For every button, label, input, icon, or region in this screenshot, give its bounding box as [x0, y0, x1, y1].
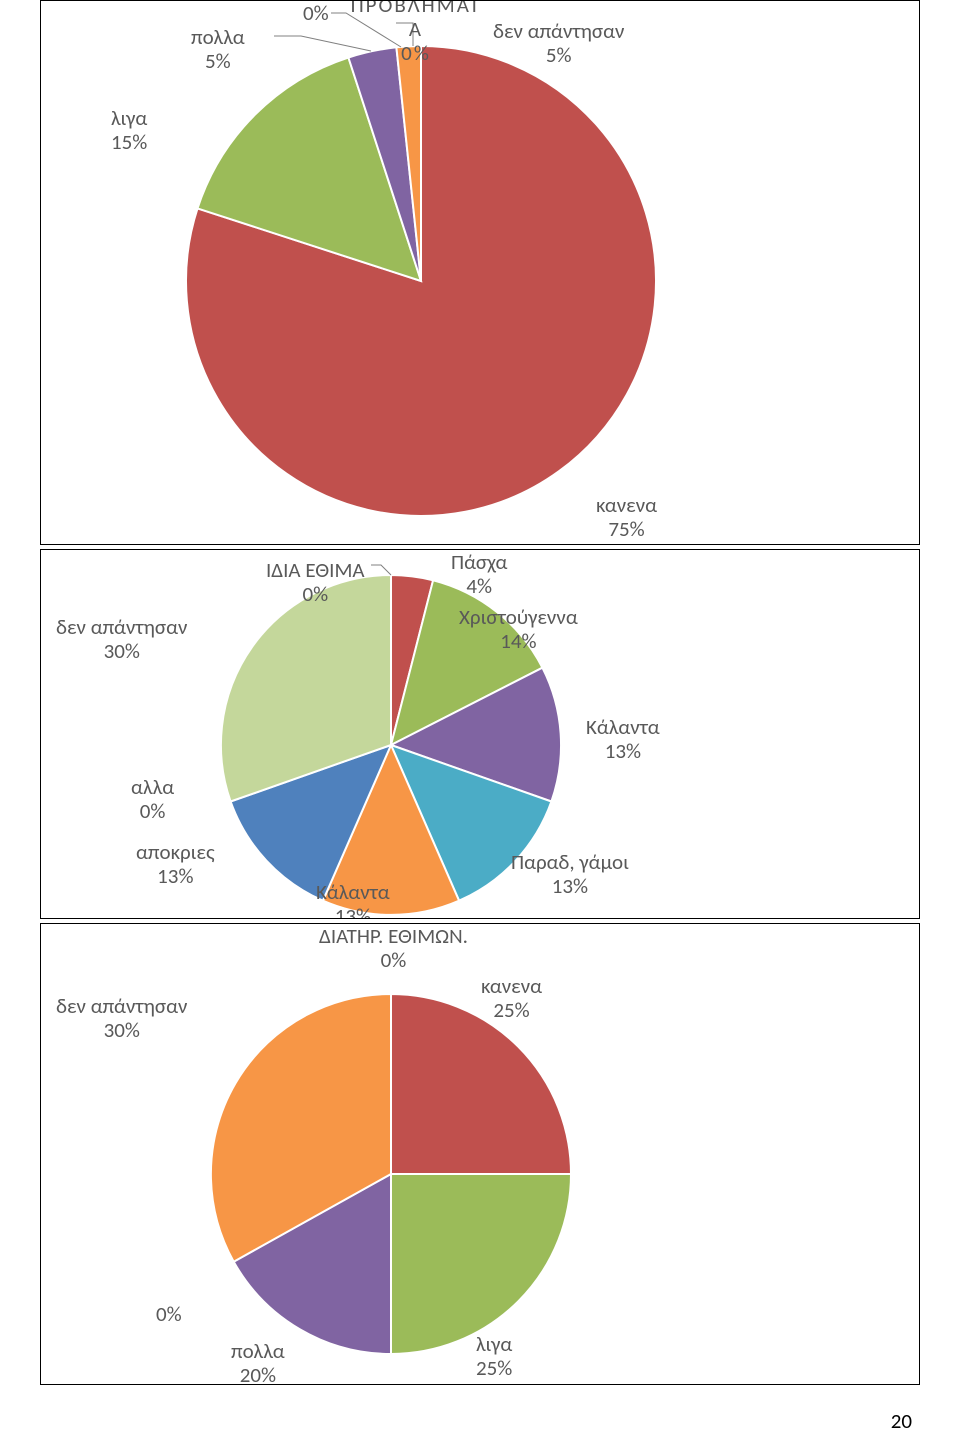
text: πολλα: [231, 1338, 285, 1364]
chart2-label-pasxa: Πάσχα 4%: [451, 550, 507, 598]
text: 0%: [156, 1301, 182, 1327]
chart3-label-zero: 0%: [156, 1302, 182, 1326]
page-number: 20: [891, 1408, 912, 1434]
text: δεν απάντησαν: [56, 993, 187, 1019]
text: αποκριες: [136, 839, 215, 865]
chart2-label-kalanta1: Κάλαντα 13%: [586, 715, 660, 763]
chart1-label-liga: λιγα 15%: [111, 106, 147, 154]
text: δεν απάντησαν: [56, 614, 187, 640]
chart3-label-polla: πολλα 20%: [231, 1339, 285, 1385]
text: 25%: [493, 997, 529, 1023]
text: Χριστούγεννα: [459, 604, 578, 630]
text: 13%: [605, 738, 641, 764]
text: 4%: [466, 573, 492, 599]
chart1-label-kanena: κανενα 75%: [596, 493, 657, 541]
text: 30%: [104, 1017, 140, 1043]
text: ΔΙΑΤΗΡ. ΕΘΙΜΩΝ.: [319, 923, 468, 949]
text: Πάσχα: [451, 549, 507, 575]
chart-3-box: ΔΙΑΤΗΡ. ΕΘΙΜΩΝ. 0% κανενα 25% λιγα 25% π…: [40, 923, 920, 1385]
chart1-label-provlimata: ΠΡΟΒΛΗΜΑΤ Α 0%: [341, 0, 491, 65]
text: Παραδ, γάμοι: [511, 849, 629, 875]
chart3-label-liga: λιγα 25%: [476, 1332, 512, 1380]
text: Κάλαντα: [586, 714, 660, 740]
text: 0%: [381, 947, 407, 973]
text: πολλα: [191, 24, 245, 50]
text: 25%: [476, 1355, 512, 1381]
chart2-label-xristougenna: Χριστούγεννα 14%: [459, 605, 578, 653]
text: κανενα: [596, 492, 657, 518]
chart1-label-zero: 0%: [303, 1, 329, 25]
chart-1-pie: [41, 1, 920, 545]
text: 13%: [552, 873, 588, 899]
text: Κάλαντα: [316, 879, 390, 905]
text: ΙΔΙΑ ΕΘΙΜΑ: [266, 557, 365, 583]
text: λιγα: [476, 1331, 512, 1357]
text: 30%: [104, 638, 140, 664]
text: δεν απάντησαν: [493, 18, 624, 44]
text: 0%: [401, 40, 431, 66]
chart3-label-denap: δεν απάντησαν 30%: [56, 994, 187, 1042]
text: 0%: [303, 0, 329, 26]
chart2-label-idia: ΙΔΙΑ ΕΘΙΜΑ 0%: [266, 558, 365, 606]
text: 13%: [335, 903, 371, 919]
text: 5%: [205, 48, 231, 74]
chart3-label-diatir: ΔΙΑΤΗΡ. ΕΘΙΜΩΝ. 0%: [319, 924, 468, 972]
text: 0%: [140, 798, 166, 824]
chart2-label-alla: αλλα 0%: [131, 775, 174, 823]
text: 15%: [111, 129, 147, 155]
text: αλλα: [131, 774, 174, 800]
text: 75%: [608, 516, 644, 542]
text: 14%: [500, 628, 536, 654]
chart2-label-apokries: αποκριες 13%: [136, 840, 215, 888]
chart1-label-polla: πολλα 5%: [191, 25, 245, 73]
chart-2-box: ΙΔΙΑ ΕΘΙΜΑ 0% Πάσχα 4% Χριστούγεννα 14% …: [40, 549, 920, 919]
text: λιγα: [111, 105, 147, 131]
chart1-label-denapantisan: δεν απάντησαν 5%: [493, 19, 624, 67]
text: 20%: [240, 1362, 276, 1385]
chart3-label-kanena: κανενα 25%: [481, 974, 542, 1022]
chart2-label-parad: Παραδ, γάμοι 13%: [511, 850, 629, 898]
text: ΠΡΟΒΛΗΜΑΤ Α: [351, 0, 482, 42]
text: κανενα: [481, 973, 542, 999]
text: 5%: [546, 42, 572, 68]
chart2-label-denap: δεν απάντησαν 30%: [56, 615, 187, 663]
text: 0%: [302, 581, 328, 607]
chart2-label-kalanta2: Κάλαντα 13%: [316, 880, 390, 919]
text: 13%: [157, 863, 193, 889]
chart-1-box: πολλα 5% 0% ΠΡΟΒΛΗΜΑΤ Α 0% δεν απάντησαν…: [40, 0, 920, 545]
